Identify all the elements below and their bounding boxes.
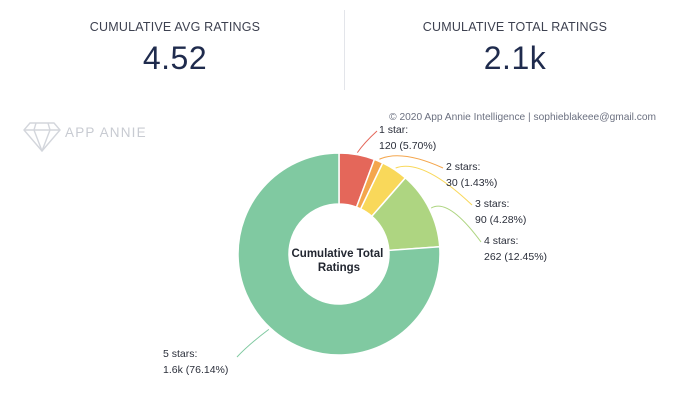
donut-center-title: Cumulative Total Ratings [291, 248, 386, 274]
slice-label-value: 1.6k (76.14%) [163, 364, 228, 376]
copyright-text: © 2020 App Annie Intelligence | sophiebl… [389, 112, 656, 123]
slice-label-name: 1 star: [379, 124, 408, 136]
leader-line-5 [236, 328, 270, 358]
kpi-total-value: 2.1k [483, 40, 547, 76]
ratings-donut-chart: APP ANNIE © 2020 App Annie Intelligence … [23, 112, 656, 376]
kpi-divider [344, 10, 345, 90]
slice-labels: 1 star: 120 (5.70%) 2 stars: 30 (1.43%) 3 st… [163, 124, 547, 376]
kpi-row: CUMULATIVE AVG RATINGS 4.52 CUMULATIVE T… [0, 0, 695, 92]
donut-slice-5[interactable] [237, 152, 441, 356]
leader-line-4 [430, 205, 482, 243]
slice-label-4: 4 stars: 262 (12.45%) [484, 235, 547, 263]
slice-label-2: 2 stars: 30 (1.43%) [446, 161, 497, 189]
slice-label-value: 90 (4.28%) [475, 214, 526, 226]
cumulative-avg-ratings-kpi: CUMULATIVE AVG RATINGS 4.52 [5, 0, 345, 77]
diamond-logo-icon [23, 122, 61, 153]
slice-label-value: 262 (12.45%) [484, 251, 547, 263]
slice-label-name: 4 stars: [484, 235, 518, 247]
kpi-avg-label: CUMULATIVE AVG RATINGS [89, 20, 261, 34]
slice-label-value: 120 (5.70%) [379, 140, 436, 152]
leader-line-1 [356, 130, 378, 153]
slice-label-value: 30 (1.43%) [446, 177, 497, 189]
slice-label-name: 2 stars: [446, 161, 480, 173]
donut-slices [237, 152, 441, 356]
slice-label-1: 1 star: 120 (5.70%) [379, 124, 436, 152]
kpi-avg-value: 4.52 [142, 40, 208, 76]
slice-label-3: 3 stars: 90 (4.28%) [475, 198, 526, 226]
slice-label-5: 5 stars: 1.6k (76.14%) [163, 348, 228, 376]
leader-line-3 [395, 165, 473, 206]
app-annie-watermark: APP ANNIE [23, 122, 147, 153]
watermark-brand: APP ANNIE [65, 125, 147, 140]
leader-line-2 [379, 155, 444, 169]
cumulative-total-ratings-kpi: CUMULATIVE TOTAL RATINGS 2.1k [345, 0, 685, 77]
slice-label-name: 5 stars: [163, 348, 197, 360]
leader-lines [236, 130, 482, 358]
kpi-total-label: CUMULATIVE TOTAL RATINGS [422, 20, 608, 34]
slice-label-name: 3 stars: [475, 198, 509, 210]
